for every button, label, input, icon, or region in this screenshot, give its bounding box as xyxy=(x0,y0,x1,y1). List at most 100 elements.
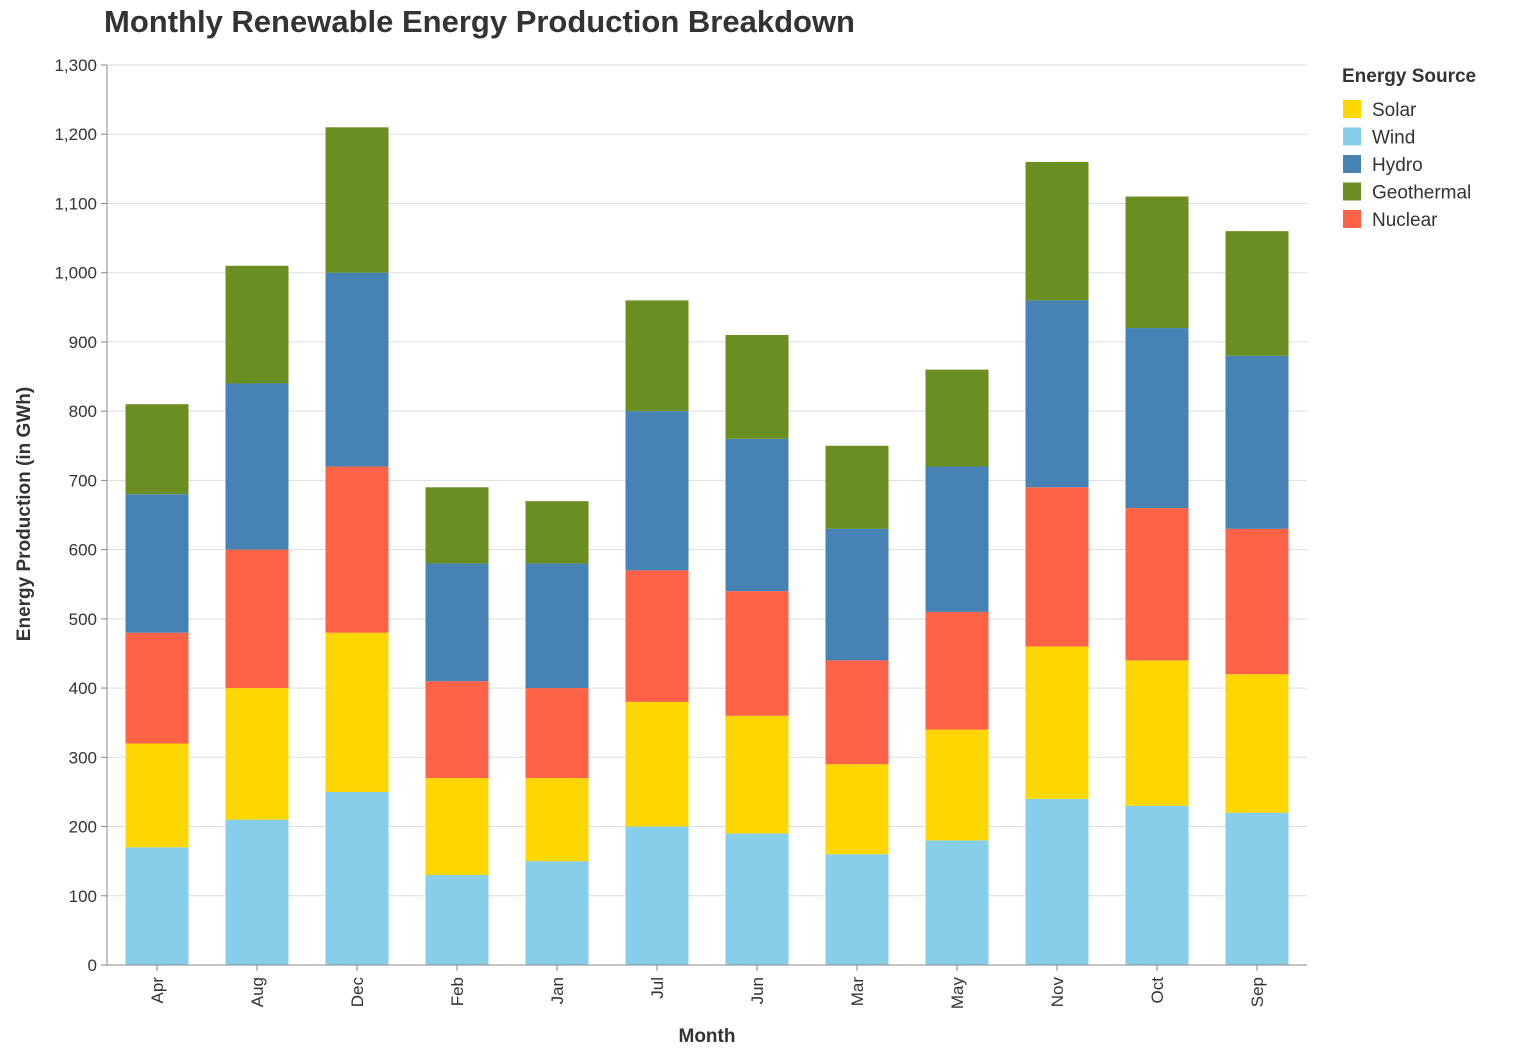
bar-wind-feb xyxy=(425,875,489,965)
bar-nuclear-dec xyxy=(325,466,389,633)
bar-hydro-oct xyxy=(1125,328,1189,509)
legend-label-geothermal: Geothermal xyxy=(1372,183,1471,204)
x-axis-title: Month xyxy=(679,1026,736,1047)
bar-nuclear-mar xyxy=(825,660,889,765)
x-tick-label: Jan xyxy=(548,977,567,1004)
bar-hydro-nov xyxy=(1025,300,1089,488)
legend-label-solar: Solar xyxy=(1372,100,1417,121)
x-tick-label: Nov xyxy=(1048,977,1067,1008)
bar-solar-aug xyxy=(225,688,289,820)
bar-geothermal-jul xyxy=(625,300,689,412)
bar-solar-feb xyxy=(425,778,489,875)
bar-wind-may xyxy=(925,840,989,965)
bar-nuclear-may xyxy=(925,611,989,730)
legend-swatch-hydro xyxy=(1343,155,1361,173)
bar-hydro-mar xyxy=(825,528,889,661)
x-tick-label: May xyxy=(948,977,967,1010)
bar-geothermal-aug xyxy=(225,265,289,384)
bar-geothermal-feb xyxy=(425,487,489,564)
legend: Energy Source Solar Wind Hydro Geothermal Nu… xyxy=(1342,66,1476,231)
y-tick-label: 1,100 xyxy=(54,194,97,213)
bar-hydro-may xyxy=(925,466,989,612)
y-tick-label: 1,300 xyxy=(54,56,97,75)
y-tick-label: 900 xyxy=(69,333,97,352)
legend-swatch-geothermal xyxy=(1343,182,1361,201)
y-tick-label: 200 xyxy=(69,818,97,837)
bar-wind-jun xyxy=(725,833,789,965)
y-tick-label: 500 xyxy=(69,610,97,629)
bar-nuclear-apr xyxy=(125,632,189,744)
legend-label-wind: Wind xyxy=(1372,128,1415,149)
y-tick-label: 800 xyxy=(69,402,97,421)
bar-marks xyxy=(125,127,1289,965)
bar-solar-mar xyxy=(825,764,889,855)
y-tick-label: 1,200 xyxy=(54,125,97,144)
x-tick-label: Apr xyxy=(148,977,167,1004)
bar-solar-sep xyxy=(1225,674,1289,813)
bar-geothermal-apr xyxy=(125,404,189,495)
bar-wind-mar xyxy=(825,854,889,965)
bar-hydro-dec xyxy=(325,272,389,467)
bar-geothermal-dec xyxy=(325,127,389,273)
legend-swatch-wind xyxy=(1343,127,1361,146)
bar-solar-jun xyxy=(725,715,789,834)
bar-geothermal-oct xyxy=(1125,196,1189,329)
bar-hydro-apr xyxy=(125,494,189,633)
y-tick-label: 0 xyxy=(88,956,97,975)
bar-hydro-sep xyxy=(1225,355,1289,529)
x-tick-label: Jul xyxy=(648,977,667,999)
bar-solar-may xyxy=(925,729,989,841)
bar-wind-sep xyxy=(1225,812,1289,965)
y-tick-label: 700 xyxy=(69,471,97,490)
x-tick-label: Oct xyxy=(1148,977,1167,1004)
y-axis-title: Energy Production (in GWh) xyxy=(14,387,35,641)
x-tick-label: Jun xyxy=(748,977,767,1004)
bar-solar-jul xyxy=(625,701,689,827)
bar-wind-dec xyxy=(325,791,389,965)
bar-geothermal-jan xyxy=(525,501,589,564)
bar-nuclear-jan xyxy=(525,688,589,779)
bar-wind-oct xyxy=(1125,805,1189,965)
bar-wind-jan xyxy=(525,861,589,965)
bar-nuclear-aug xyxy=(225,549,289,689)
bar-wind-jul xyxy=(625,826,689,965)
bar-solar-oct xyxy=(1125,660,1189,806)
gridlines xyxy=(107,64,1307,966)
bar-nuclear-jun xyxy=(725,591,789,716)
x-tick-label: Feb xyxy=(448,977,467,1006)
x-tick-label: Sep xyxy=(1248,977,1267,1007)
legend-swatch-nuclear xyxy=(1343,210,1361,228)
bar-nuclear-nov xyxy=(1025,487,1089,647)
axes: 0 100 200 300 400 500 600 700 800 900 1,000 1,100 1,… xyxy=(54,56,1307,1009)
legend-title: Energy Source xyxy=(1342,66,1476,87)
y-tick-label: 600 xyxy=(69,541,97,560)
y-tick-label: 100 xyxy=(69,887,97,906)
x-tick-label: Aug xyxy=(248,977,267,1007)
x-tick-label: Mar xyxy=(848,977,867,1007)
chart-title: Monthly Renewable Energy Production Brea… xyxy=(104,4,855,39)
bar-solar-apr xyxy=(125,743,189,848)
bar-wind-nov xyxy=(1025,798,1089,965)
bar-geothermal-sep xyxy=(1225,231,1289,356)
bar-geothermal-nov xyxy=(1025,161,1089,301)
bar-wind-aug xyxy=(225,819,289,965)
bar-wind-apr xyxy=(125,847,189,965)
bar-nuclear-jul xyxy=(625,570,689,702)
bar-nuclear-oct xyxy=(1125,508,1189,661)
bar-solar-nov xyxy=(1025,646,1089,799)
x-tick-label: Dec xyxy=(348,977,367,1008)
y-tick-label: 1,000 xyxy=(54,264,97,283)
bar-hydro-feb xyxy=(425,563,489,682)
bar-nuclear-sep xyxy=(1225,528,1289,675)
bar-geothermal-mar xyxy=(825,445,889,529)
bar-hydro-jul xyxy=(625,411,689,571)
bar-hydro-jun xyxy=(725,438,789,592)
legend-label-hydro: Hydro xyxy=(1372,155,1423,176)
bar-nuclear-feb xyxy=(425,681,489,779)
bar-solar-dec xyxy=(325,632,389,792)
bar-geothermal-may xyxy=(925,369,989,467)
legend-label-nuclear: Nuclear xyxy=(1372,210,1438,231)
bar-hydro-aug xyxy=(225,383,289,550)
legend-swatch-solar xyxy=(1343,100,1361,118)
